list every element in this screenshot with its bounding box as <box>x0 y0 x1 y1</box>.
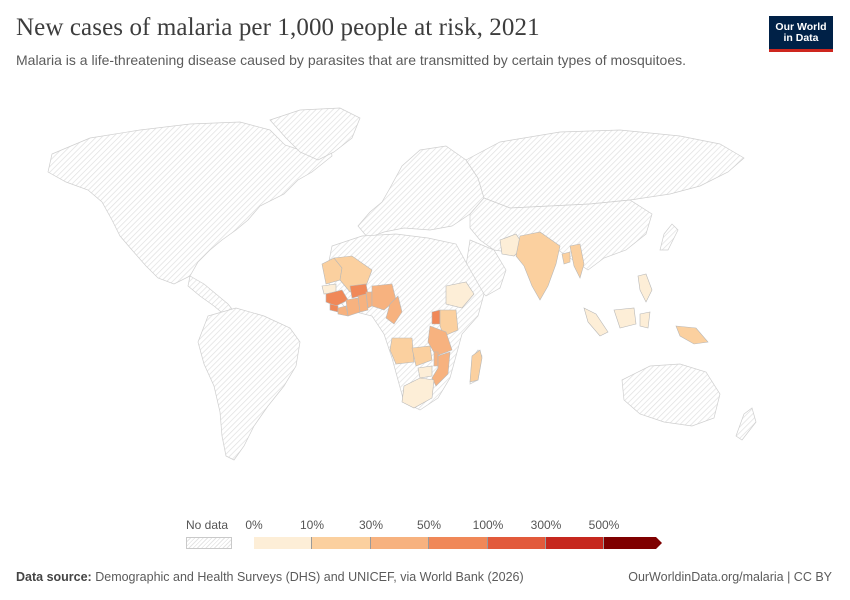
region-madagascar[interactable] <box>469 349 483 383</box>
region-indonesia-sumatra[interactable] <box>583 307 609 337</box>
owid-logo[interactable]: Our World in Data <box>769 16 833 52</box>
legend-bin-swatch[interactable] <box>604 537 656 549</box>
legend-bin-swatch[interactable] <box>429 537 488 549</box>
greenland <box>269 107 361 161</box>
region-kenya[interactable] <box>439 309 459 337</box>
region-tanzania[interactable] <box>427 325 453 357</box>
region-papua-new-guinea[interactable] <box>675 325 709 345</box>
legend-tick-label: 300% <box>530 518 562 532</box>
south-america <box>197 307 301 461</box>
region-angola[interactable] <box>389 337 415 365</box>
legend-bin-swatch[interactable] <box>254 537 312 549</box>
data-source-text: Demographic and Health Surveys (DHS) and… <box>95 570 524 584</box>
legend: No data 0% 10% 30% 50% 100% 300% 500% <box>0 510 850 560</box>
region-mozambique[interactable] <box>431 351 451 387</box>
region-indonesia-sulawesi[interactable] <box>639 311 651 329</box>
legend-tick-label: 30% <box>358 518 384 532</box>
legend-no-data-label: No data <box>186 518 229 532</box>
legend-bin-swatch[interactable] <box>488 537 546 549</box>
legend-bin-swatch[interactable] <box>546 537 604 549</box>
europe <box>357 145 485 239</box>
legend-tick-label: 500% <box>588 518 620 532</box>
legend-tick-label: 0% <box>245 518 263 532</box>
chart-title: New cases of malaria per 1,000 people at… <box>16 14 540 41</box>
region-philippines[interactable] <box>637 273 653 303</box>
new-zealand <box>735 407 757 441</box>
region-malawi[interactable] <box>433 351 439 367</box>
region-bangladesh[interactable] <box>561 251 571 265</box>
legend-arrow-icon <box>656 537 662 549</box>
region-myanmar[interactable] <box>569 243 585 279</box>
region-cote-divoire[interactable] <box>345 297 361 317</box>
north-america <box>47 121 333 285</box>
region-indonesia-borneo[interactable] <box>613 307 637 329</box>
legend-bin-swatch[interactable] <box>371 537 429 549</box>
region-guinea[interactable] <box>325 289 349 307</box>
chart-subtitle: Malaria is a life-threatening disease ca… <box>16 52 687 68</box>
region-india[interactable] <box>515 231 561 301</box>
japan <box>659 223 679 251</box>
region-zimbabwe[interactable] <box>417 365 433 379</box>
legend-tick-label: 10% <box>299 518 325 532</box>
logo-line-1: Our World <box>775 20 827 33</box>
world-map <box>47 107 757 461</box>
data-source-label: Data source: <box>16 570 92 584</box>
legend-no-data-swatch[interactable] <box>186 537 232 549</box>
region-liberia[interactable] <box>337 305 349 317</box>
legend-tick-label: 50% <box>416 518 442 532</box>
asia-main <box>469 197 653 271</box>
region-ghana[interactable] <box>357 293 369 313</box>
region-zambia[interactable] <box>411 345 433 367</box>
legend-bin-swatch[interactable] <box>312 537 371 549</box>
region-uganda[interactable] <box>431 309 441 325</box>
legend-tick-label: 100% <box>472 518 504 532</box>
logo-line-2: in Data <box>783 31 819 44</box>
data-source: Data source: Demographic and Health Surv… <box>16 570 524 584</box>
footer-link[interactable]: OurWorldinData.org/malaria | CC BY <box>628 570 832 584</box>
russia <box>465 129 745 209</box>
region-cameroon[interactable] <box>385 295 403 325</box>
australia <box>621 363 721 427</box>
region-ethiopia[interactable] <box>445 281 475 309</box>
region-south-africa[interactable] <box>401 377 435 409</box>
